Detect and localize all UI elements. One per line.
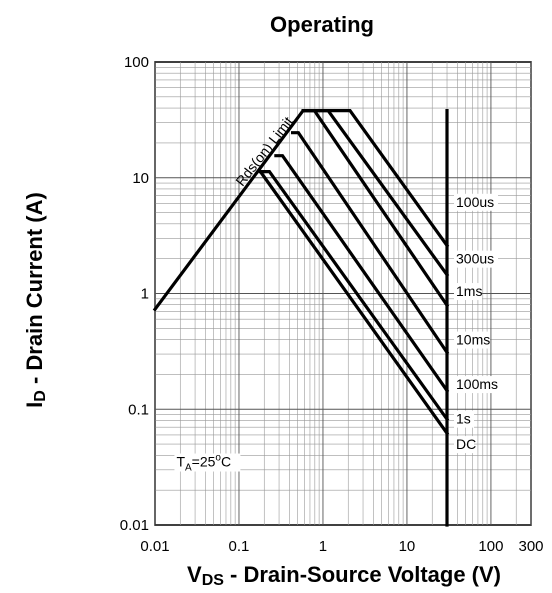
x-axis-title-main: V — [187, 562, 202, 587]
annotation-ta-part-2: =25 — [192, 454, 216, 470]
series-line-10ms — [291, 131, 450, 355]
series-label-1ms: 1ms — [456, 283, 482, 299]
series-label-300us: 300us — [456, 251, 494, 267]
series-label-1s: 1s — [456, 411, 471, 427]
y-axis-title: ID - Drain Current (A) — [22, 192, 49, 408]
chart-title: Operating — [270, 12, 374, 37]
annotation-ta: TA=25oC — [176, 453, 231, 474]
x-tick-label: 1 — [319, 538, 327, 555]
x-tick-label: 0.01 — [140, 538, 169, 555]
x-tick-label: 10 — [399, 538, 416, 555]
series-line-dc — [258, 169, 450, 436]
series-label-bg-100us — [454, 193, 499, 211]
series-line-1s — [258, 170, 450, 422]
annotation-ta-part-1: A — [185, 463, 192, 474]
x-tick-label: 300 — [518, 538, 543, 555]
x-tick-label: 100 — [478, 538, 503, 555]
y-tick-label: 0.1 — [128, 401, 149, 418]
series-label-bg-100ms — [454, 376, 499, 394]
series-label-bg-300us — [454, 250, 499, 268]
annotation-ta-part-3: o — [215, 453, 221, 464]
y-tick-label: 10 — [132, 170, 149, 187]
series-label-bg-1ms — [454, 283, 483, 301]
y-axis-title-rest: - Drain Current (A) — [22, 192, 47, 390]
annotation-ta-part-0: T — [176, 454, 185, 470]
x-axis-title-rest: - Drain-Source Voltage (V) — [224, 562, 501, 587]
y-tick-label: 100 — [124, 54, 149, 71]
series-label-dc: DC — [456, 436, 476, 452]
x-tick-label: 0.1 — [229, 538, 250, 555]
x-tick-labels: 0.01 0.1 1 10 100 300 — [140, 538, 543, 555]
series-label-100ms: 100ms — [456, 376, 498, 392]
y-tick-labels: 0.01 0.1 1 10 100 — [120, 54, 149, 534]
y-tick-label: 0.01 — [120, 517, 149, 534]
y-axis-title-sub: D — [32, 390, 49, 402]
curve-labels: 100us 300us 1ms 10ms 100ms 1s DC — [454, 193, 499, 454]
series-line-1ms — [301, 108, 450, 308]
series-label-bg-1s — [454, 410, 475, 428]
series-line-100ms — [274, 154, 450, 393]
series-label-10ms: 10ms — [456, 332, 490, 348]
annotation-ta-bg — [174, 453, 241, 472]
series-label-bg-10ms — [454, 331, 491, 349]
x-axis-title-sub: DS — [202, 572, 225, 589]
y-tick-label: 1 — [141, 286, 149, 303]
y-axis-title-main: I — [22, 402, 47, 408]
series-label-100us: 100us — [456, 194, 494, 210]
x-axis-title: VDS - Drain-Source Voltage (V) — [187, 562, 501, 589]
series-label-bg-dc — [454, 436, 475, 454]
series-layer — [152, 108, 450, 527]
annotation-ta-part-4: C — [221, 454, 231, 470]
